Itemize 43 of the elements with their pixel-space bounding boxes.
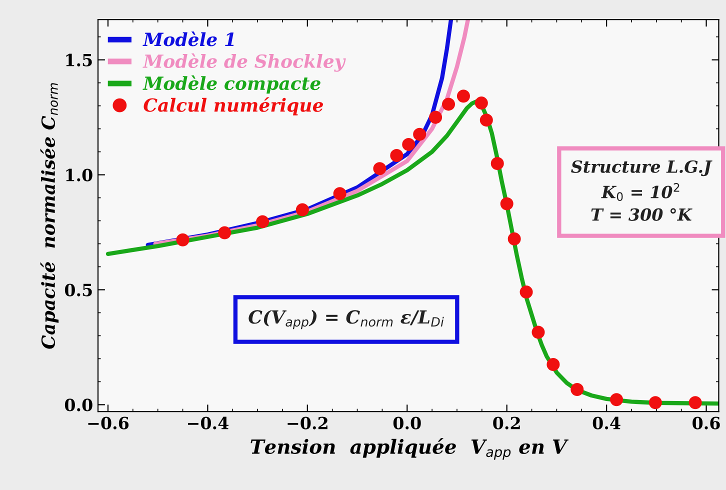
- x-tick-label: 0.2: [493, 416, 520, 430]
- point: [373, 162, 386, 176]
- point: [688, 396, 702, 410]
- x-tick-label: −0.2: [288, 416, 328, 430]
- point: [456, 90, 470, 103]
- point: [442, 98, 456, 111]
- point: [176, 233, 190, 246]
- point: [520, 286, 533, 299]
- point: [570, 383, 584, 396]
- point: [390, 148, 404, 162]
- point: [610, 393, 624, 406]
- y-tick-label: 0.0: [64, 398, 92, 412]
- x-tick-label: −0.4: [188, 416, 228, 430]
- point: [490, 157, 504, 170]
- legend-label: Calcul numérique: [144, 97, 324, 116]
- x-tick-label: 0.0: [393, 416, 421, 430]
- point: [500, 197, 514, 210]
- point: [429, 110, 442, 124]
- legend-label: Modèle de Shockley: [142, 53, 346, 72]
- point: [648, 396, 662, 410]
- y-tick-label: 1.5: [66, 54, 92, 66]
- point: [402, 138, 416, 151]
- point: [480, 114, 493, 127]
- point: [218, 226, 232, 240]
- y-axis-title: Capacité normalisée C$_{norm}$: [40, 83, 59, 349]
- x-tick-label: 0.4: [592, 416, 620, 430]
- point: [508, 232, 521, 246]
- point: [532, 326, 545, 339]
- x-tick-label: 0.6: [692, 416, 720, 430]
- x-axis-title: Tension appliquée V$_{app}$ en V: [250, 438, 569, 460]
- y-tick-label: 0.5: [64, 284, 92, 296]
- annotation: C(V$_{app}$) = C$_{norm}$ ε/L$_{Di}$: [248, 310, 444, 330]
- text: Structure L.G.J K$_{0}$ = 10$^{2}$ T = 300 °K: [571, 160, 712, 221]
- legend-label: Modèle 1: [142, 32, 234, 46]
- point: [333, 187, 346, 200]
- point: [296, 203, 309, 216]
- x-tick-label: −0.6: [88, 416, 129, 430]
- legend-label: Modèle compacte: [142, 75, 320, 94]
- point: [256, 215, 270, 228]
- point: [546, 358, 560, 371]
- point: [413, 128, 426, 141]
- point: [474, 96, 488, 110]
- y-tick-label: 1.0: [66, 168, 92, 182]
